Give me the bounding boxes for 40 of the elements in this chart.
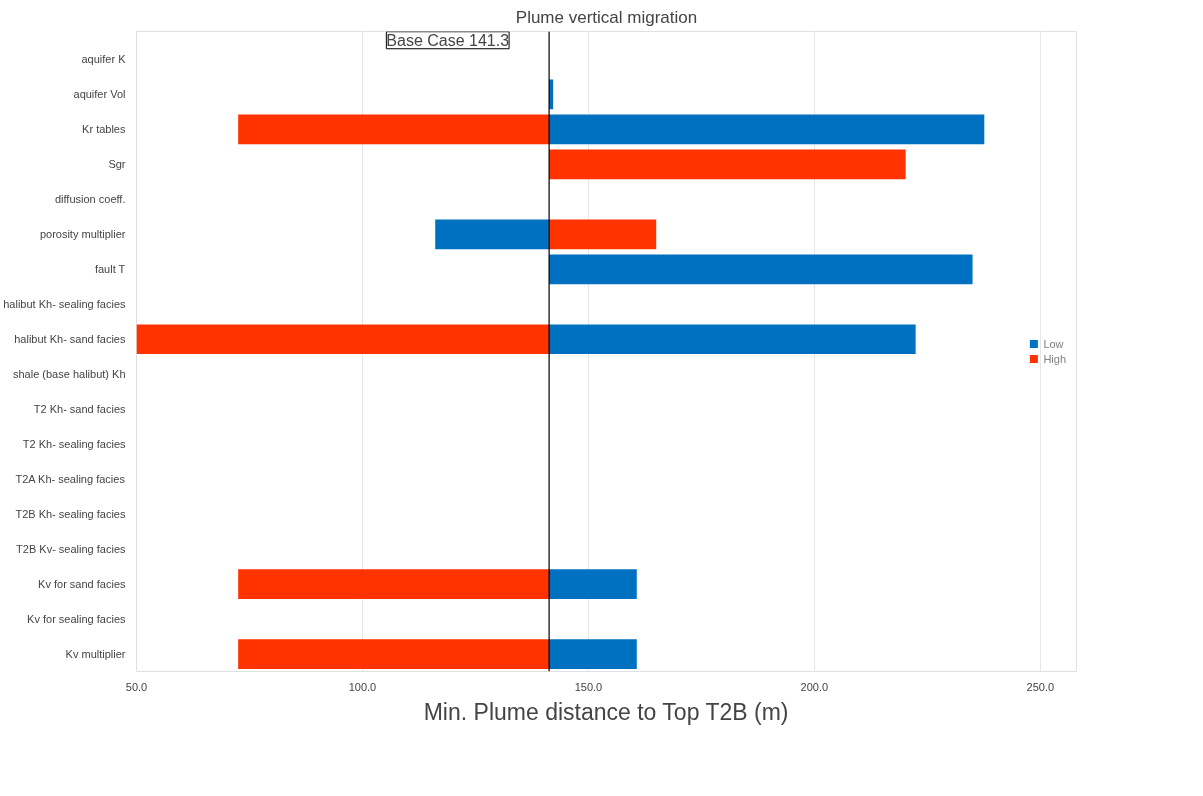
y-tick-label: Kv for sealing facies xyxy=(27,613,126,626)
x-tick-label: 150.0 xyxy=(574,680,603,693)
y-tick-label: shale (base halibut) Kh xyxy=(12,368,126,381)
x-tick-label: 50.0 xyxy=(125,680,148,693)
x-tick-label: 100.0 xyxy=(348,680,377,693)
bar xyxy=(549,254,973,285)
legend-label: Low xyxy=(1043,337,1064,350)
y-tick-label: Kv for sand facies xyxy=(38,578,126,591)
y-tick-label: fault T xyxy=(94,263,126,276)
y-tick-label: T2B Kv- sealing facies xyxy=(16,543,126,556)
y-tick-label: halibut Kh- sand facies xyxy=(14,333,126,346)
bar xyxy=(549,324,916,355)
bar xyxy=(238,114,550,145)
x-tick-label: 200.0 xyxy=(800,680,829,693)
bar xyxy=(549,569,637,599)
x-axis-title: Min. Plume distance to Top T2B (m) xyxy=(423,698,789,725)
y-tick-label: T2 Kh- sealing facies xyxy=(22,438,126,451)
y-tick-label: porosity multiplier xyxy=(39,228,126,241)
legend-label: High xyxy=(1043,352,1066,365)
bar xyxy=(435,219,550,250)
y-tick-label: T2 Kh- sand facies xyxy=(33,403,126,416)
bar xyxy=(549,639,637,669)
y-tick-label: T2B Kh- sealing facies xyxy=(15,508,126,521)
bar xyxy=(238,569,550,599)
bar xyxy=(549,114,985,145)
y-tick-label: T2A Kh- sealing facies xyxy=(15,473,126,486)
chart-title: Plume vertical migration xyxy=(515,7,698,27)
x-tick-label: 250.0 xyxy=(1026,680,1055,693)
bar xyxy=(549,149,906,180)
bar xyxy=(549,219,657,250)
y-tick-label: diffusion coeff. xyxy=(54,193,126,206)
y-tick-label: Sgr xyxy=(108,158,126,171)
y-tick-label: Kr tables xyxy=(82,123,126,136)
y-tick-label: aquifer Vol xyxy=(73,88,126,101)
bar xyxy=(238,639,550,669)
y-tick-label: aquifer K xyxy=(81,53,127,66)
ref-line-label: Base Case 141.3 xyxy=(386,31,510,49)
bar xyxy=(136,324,550,355)
y-tick-label: Kv multiplier xyxy=(65,648,126,661)
y-tick-label: halibut Kh- sealing facies xyxy=(3,298,126,311)
